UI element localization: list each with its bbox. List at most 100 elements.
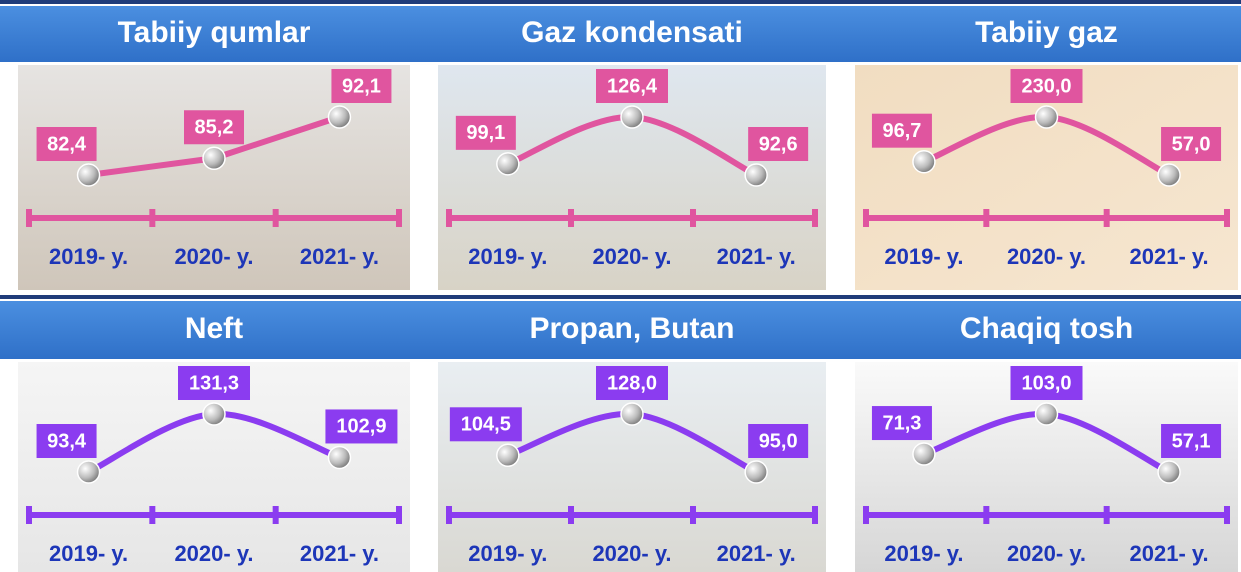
value-label-box (1010, 69, 1083, 103)
x-tick-label: 2021- y. (717, 541, 796, 566)
value-label-box (1161, 127, 1222, 161)
value-label: 126,4 (607, 75, 658, 97)
data-point (912, 442, 936, 466)
value-label: 102,9 (336, 416, 386, 438)
axis-tick (863, 506, 869, 524)
x-axis (446, 512, 818, 518)
axis-tick (26, 506, 32, 524)
data-point (202, 402, 226, 426)
value-label: 131,3 (189, 372, 239, 394)
axis-tick (568, 209, 574, 227)
axis-tick (812, 209, 818, 227)
value-label-box (331, 69, 392, 103)
axis-tick (568, 506, 574, 524)
axis-tick (446, 209, 452, 227)
data-point (76, 460, 101, 484)
data-point (327, 105, 352, 129)
value-label: 99,1 (466, 122, 505, 144)
x-tick-label: 2019- y. (49, 244, 128, 269)
axis-tick (1224, 209, 1230, 227)
x-tick-label: 2019- y. (884, 541, 963, 566)
panel-title: Tabiiy qumlar (118, 16, 311, 49)
value-label: 71,3 (882, 412, 921, 434)
axis-tick (690, 506, 696, 524)
x-tick-label: 2020- y. (174, 541, 253, 566)
data-point (744, 163, 768, 187)
value-label-box (455, 115, 516, 150)
x-tick-label: 2019- y. (884, 244, 963, 269)
value-label-box (178, 366, 250, 400)
axis-tick (1103, 209, 1110, 227)
x-tick-label: 2021- y. (1130, 244, 1209, 269)
value-label: 128,0 (607, 372, 657, 394)
x-tick-label: 2021- y. (300, 541, 379, 566)
axis-tick (1224, 506, 1230, 524)
axis-tick (272, 506, 279, 524)
x-tick-label: 2021- y. (300, 244, 379, 269)
value-label-box (748, 127, 809, 161)
axis-tick (396, 506, 402, 524)
value-label-box (449, 407, 522, 442)
x-tick-label: 2019- y. (49, 541, 128, 566)
data-point (1157, 163, 1181, 187)
panel-title: Chaqiq tosh (960, 312, 1133, 345)
axis-tick (149, 209, 156, 227)
x-tick-label: 2019- y. (468, 244, 547, 269)
axis-tick (149, 506, 156, 524)
data-point (496, 152, 520, 176)
axis-tick (863, 209, 869, 227)
x-tick-label: 2020- y. (1007, 244, 1086, 269)
data-point (1034, 105, 1059, 129)
data-point (202, 146, 226, 171)
data-point (1034, 402, 1059, 426)
panel-title: Gaz kondensati (521, 16, 743, 49)
value-label: 104,5 (461, 414, 511, 436)
axis-tick (272, 209, 279, 227)
x-tick-label: 2021- y. (1130, 541, 1209, 566)
axis-tick (983, 209, 990, 227)
top-rule (0, 0, 1241, 4)
value-label-box (748, 424, 809, 458)
data-point (620, 402, 644, 426)
axis-tick (446, 506, 452, 524)
x-tick-label: 2019- y. (468, 541, 547, 566)
value-label: 95,0 (759, 430, 798, 452)
axis-tick (690, 209, 696, 227)
data-point (620, 105, 644, 129)
x-axis (863, 215, 1230, 221)
value-label: 57,0 (1172, 133, 1211, 155)
axis-tick (983, 506, 990, 524)
value-label-box (596, 69, 668, 103)
value-label: 85,2 (195, 117, 234, 139)
panel-title: Propan, Butan (529, 312, 734, 345)
data-point (327, 445, 352, 470)
value-label: 103,0 (1021, 372, 1071, 394)
x-axis (26, 512, 402, 518)
x-axis (446, 215, 818, 221)
x-tick-label: 2020- y. (592, 541, 671, 566)
axis-tick (812, 506, 818, 524)
data-point (744, 460, 768, 484)
x-axis (26, 215, 402, 221)
data-point (496, 443, 520, 468)
panel-title: Tabiiy gaz (975, 16, 1118, 49)
value-label-box (871, 406, 932, 441)
data-point (1157, 460, 1181, 484)
x-tick-label: 2021- y. (717, 244, 796, 269)
value-label-box (36, 424, 97, 458)
value-label-box (871, 113, 932, 148)
axis-tick (396, 209, 402, 227)
header-band (0, 6, 1241, 62)
value-label: 82,4 (47, 133, 87, 155)
axis-tick (26, 209, 32, 227)
value-label: 92,6 (759, 133, 798, 155)
x-axis (863, 512, 1230, 518)
x-tick-label: 2020- y. (592, 244, 671, 269)
axis-tick (1103, 506, 1110, 524)
panel-title: Neft (185, 312, 243, 345)
value-label-box (1161, 424, 1222, 458)
data-point (76, 163, 101, 187)
x-tick-label: 2020- y. (1007, 541, 1086, 566)
value-label-box (1010, 366, 1083, 400)
